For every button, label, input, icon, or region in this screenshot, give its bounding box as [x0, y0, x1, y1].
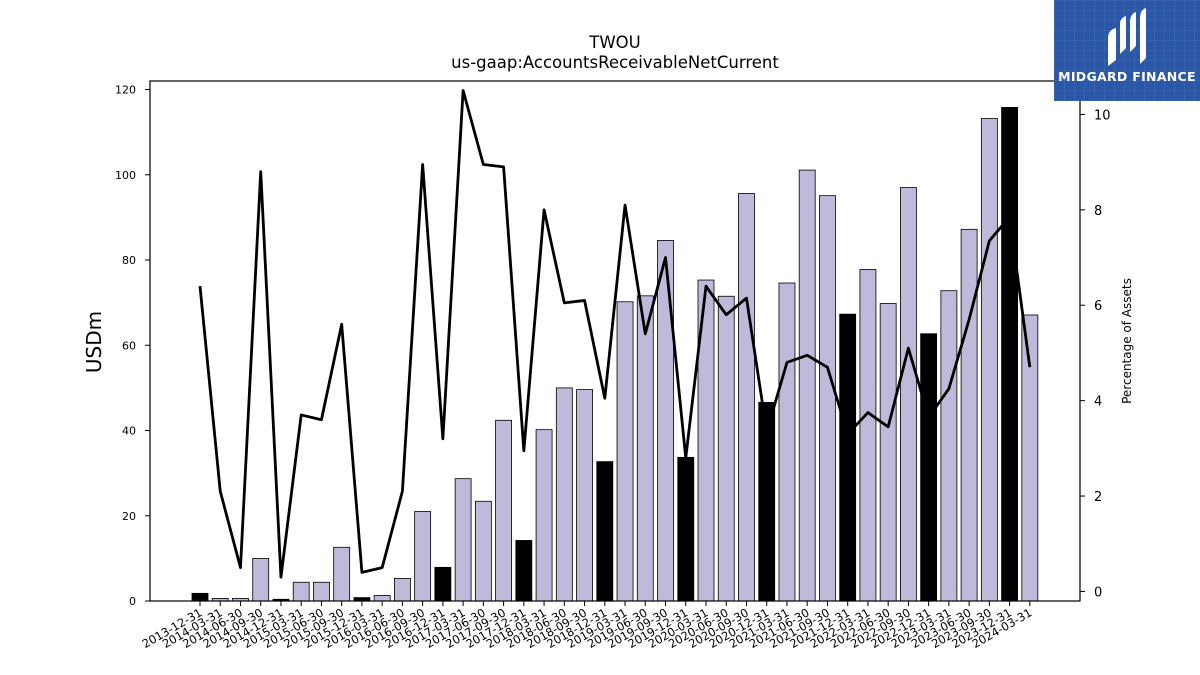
bar-quarter [738, 193, 755, 602]
bar-annual [839, 313, 857, 602]
brand-logo: MIDGARD FINANCE [1054, 0, 1200, 101]
bar-annual [677, 456, 695, 602]
bar-quarter [292, 581, 310, 602]
bar-quarter [616, 301, 634, 602]
bar-quarter [859, 268, 877, 602]
y2-tick-label: 8 [1094, 204, 1102, 219]
y-axis-left: 0 20 40 60 80 100 120 [115, 84, 150, 608]
chart-title: TWOU [588, 33, 640, 52]
chart-subtitle: us-gaap:AccountsReceivableNetCurrent [451, 53, 779, 72]
bar-annual [191, 592, 209, 602]
bar-quarter [535, 429, 553, 602]
y-tick-label: 20 [122, 510, 136, 523]
bar-quarter [393, 578, 411, 602]
bar-annual [920, 333, 938, 602]
bar-annual [515, 540, 533, 602]
y-tick-label: 120 [115, 84, 136, 97]
bar-annual [596, 461, 614, 602]
y-tick-label: 60 [122, 339, 136, 352]
y-tick-label: 100 [115, 169, 136, 182]
y2-tick-label: 4 [1094, 395, 1102, 410]
bar-quarter [940, 290, 958, 602]
y-axis-label: USDm [82, 311, 106, 373]
y2-tick-label: 2 [1094, 490, 1102, 505]
brand-name: MIDGARD FINANCE [1058, 69, 1196, 84]
bar-quarter [313, 581, 330, 602]
bar-quarter [373, 595, 391, 602]
bar-quarter [778, 282, 796, 602]
y2-tick-label: 6 [1094, 299, 1102, 314]
y2-tick-label: 0 [1094, 585, 1102, 600]
bar-annual [434, 566, 452, 602]
bar-quarter [960, 228, 978, 602]
plot-area-frame [149, 80, 1081, 602]
midgard-logo-icon [1108, 8, 1146, 66]
y2-tick-label: 10 [1094, 108, 1111, 123]
y-tick-label: 0 [129, 595, 136, 608]
y-tick-label: 80 [122, 254, 136, 267]
bar-quarter [879, 303, 897, 602]
bar-quarter [252, 557, 270, 602]
bar-quarter [555, 387, 573, 602]
bar-annual [1001, 107, 1018, 602]
bar-quarter [576, 389, 593, 602]
line-group [198, 89, 1032, 579]
bar-quarter [636, 295, 654, 602]
bar-quarter [333, 546, 351, 602]
bar-quarter [495, 419, 513, 602]
bar-quarter [414, 511, 432, 602]
x-axis: 2013-12-312014-03-312014-06-302014-09-30… [140, 601, 1034, 651]
bar-quarter [717, 295, 735, 602]
bar-quarter [819, 195, 836, 602]
line-series-pct-assets [198, 89, 1032, 579]
y2-axis-label: Percentage of Assets [1120, 278, 1134, 404]
y-tick-label: 40 [122, 425, 136, 438]
bar-quarter [798, 169, 816, 602]
bar-quarter [474, 500, 492, 602]
bar-quarter [454, 478, 472, 602]
bar-quarter [657, 240, 674, 602]
y-axis-right: 0 2 4 6 8 10 [1080, 108, 1111, 600]
bars-group [191, 107, 1039, 602]
bar-quarter [900, 187, 917, 602]
bar-quarter [980, 118, 998, 602]
